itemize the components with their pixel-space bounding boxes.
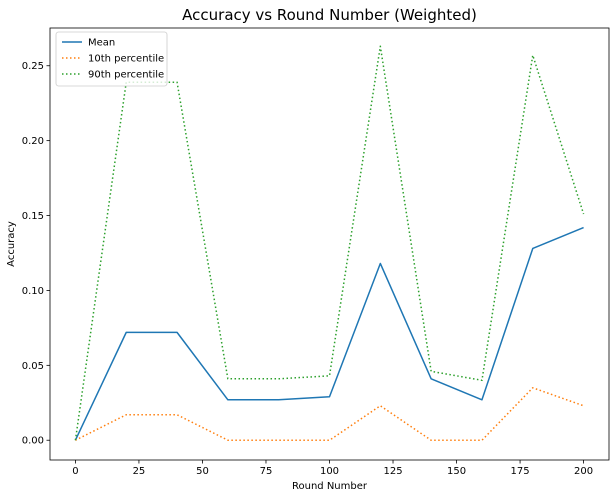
x-tick-label: 75 <box>260 466 273 477</box>
y-tick-label: 0.05 <box>22 361 44 372</box>
legend-label: 10th percentile <box>88 54 164 65</box>
series-line-0 <box>74 226 584 441</box>
x-tick-label: 25 <box>133 466 146 477</box>
x-axis-label: Round Number <box>292 481 368 492</box>
y-tick-label: 0.10 <box>22 286 44 297</box>
x-tick-label: 0 <box>72 466 78 477</box>
y-tick-label: 0.15 <box>22 211 44 222</box>
legend-label: Mean <box>88 38 115 49</box>
y-tick-label: 0.00 <box>22 436 44 447</box>
legend: Mean 10th percentile 90th percentile <box>55 31 168 87</box>
y-tick-label: 0.25 <box>22 61 44 72</box>
x-tick-label: 125 <box>383 466 402 477</box>
series-line-1 <box>75 387 584 441</box>
plot-frame <box>49 27 610 461</box>
y-axis-label: Accuracy <box>6 221 17 267</box>
x-axis: 0 25 50 75 100 125 150 175 200 <box>72 460 593 477</box>
plot-area <box>50 28 609 460</box>
x-tick-label: 100 <box>320 466 339 477</box>
legend-box <box>55 31 168 87</box>
series-lines <box>74 45 585 441</box>
x-tick-label: 200 <box>574 466 593 477</box>
legend-label: 90th percentile <box>88 70 164 81</box>
x-tick-label: 50 <box>196 466 209 477</box>
x-tick-label: 175 <box>511 466 530 477</box>
chart-title: Accuracy vs Round Number (Weighted) <box>182 6 477 24</box>
y-tick-label: 0.20 <box>22 136 44 147</box>
x-tick-label: 150 <box>447 466 466 477</box>
y-axis: 0.00 0.05 0.10 0.15 0.20 0.25 <box>22 61 50 447</box>
